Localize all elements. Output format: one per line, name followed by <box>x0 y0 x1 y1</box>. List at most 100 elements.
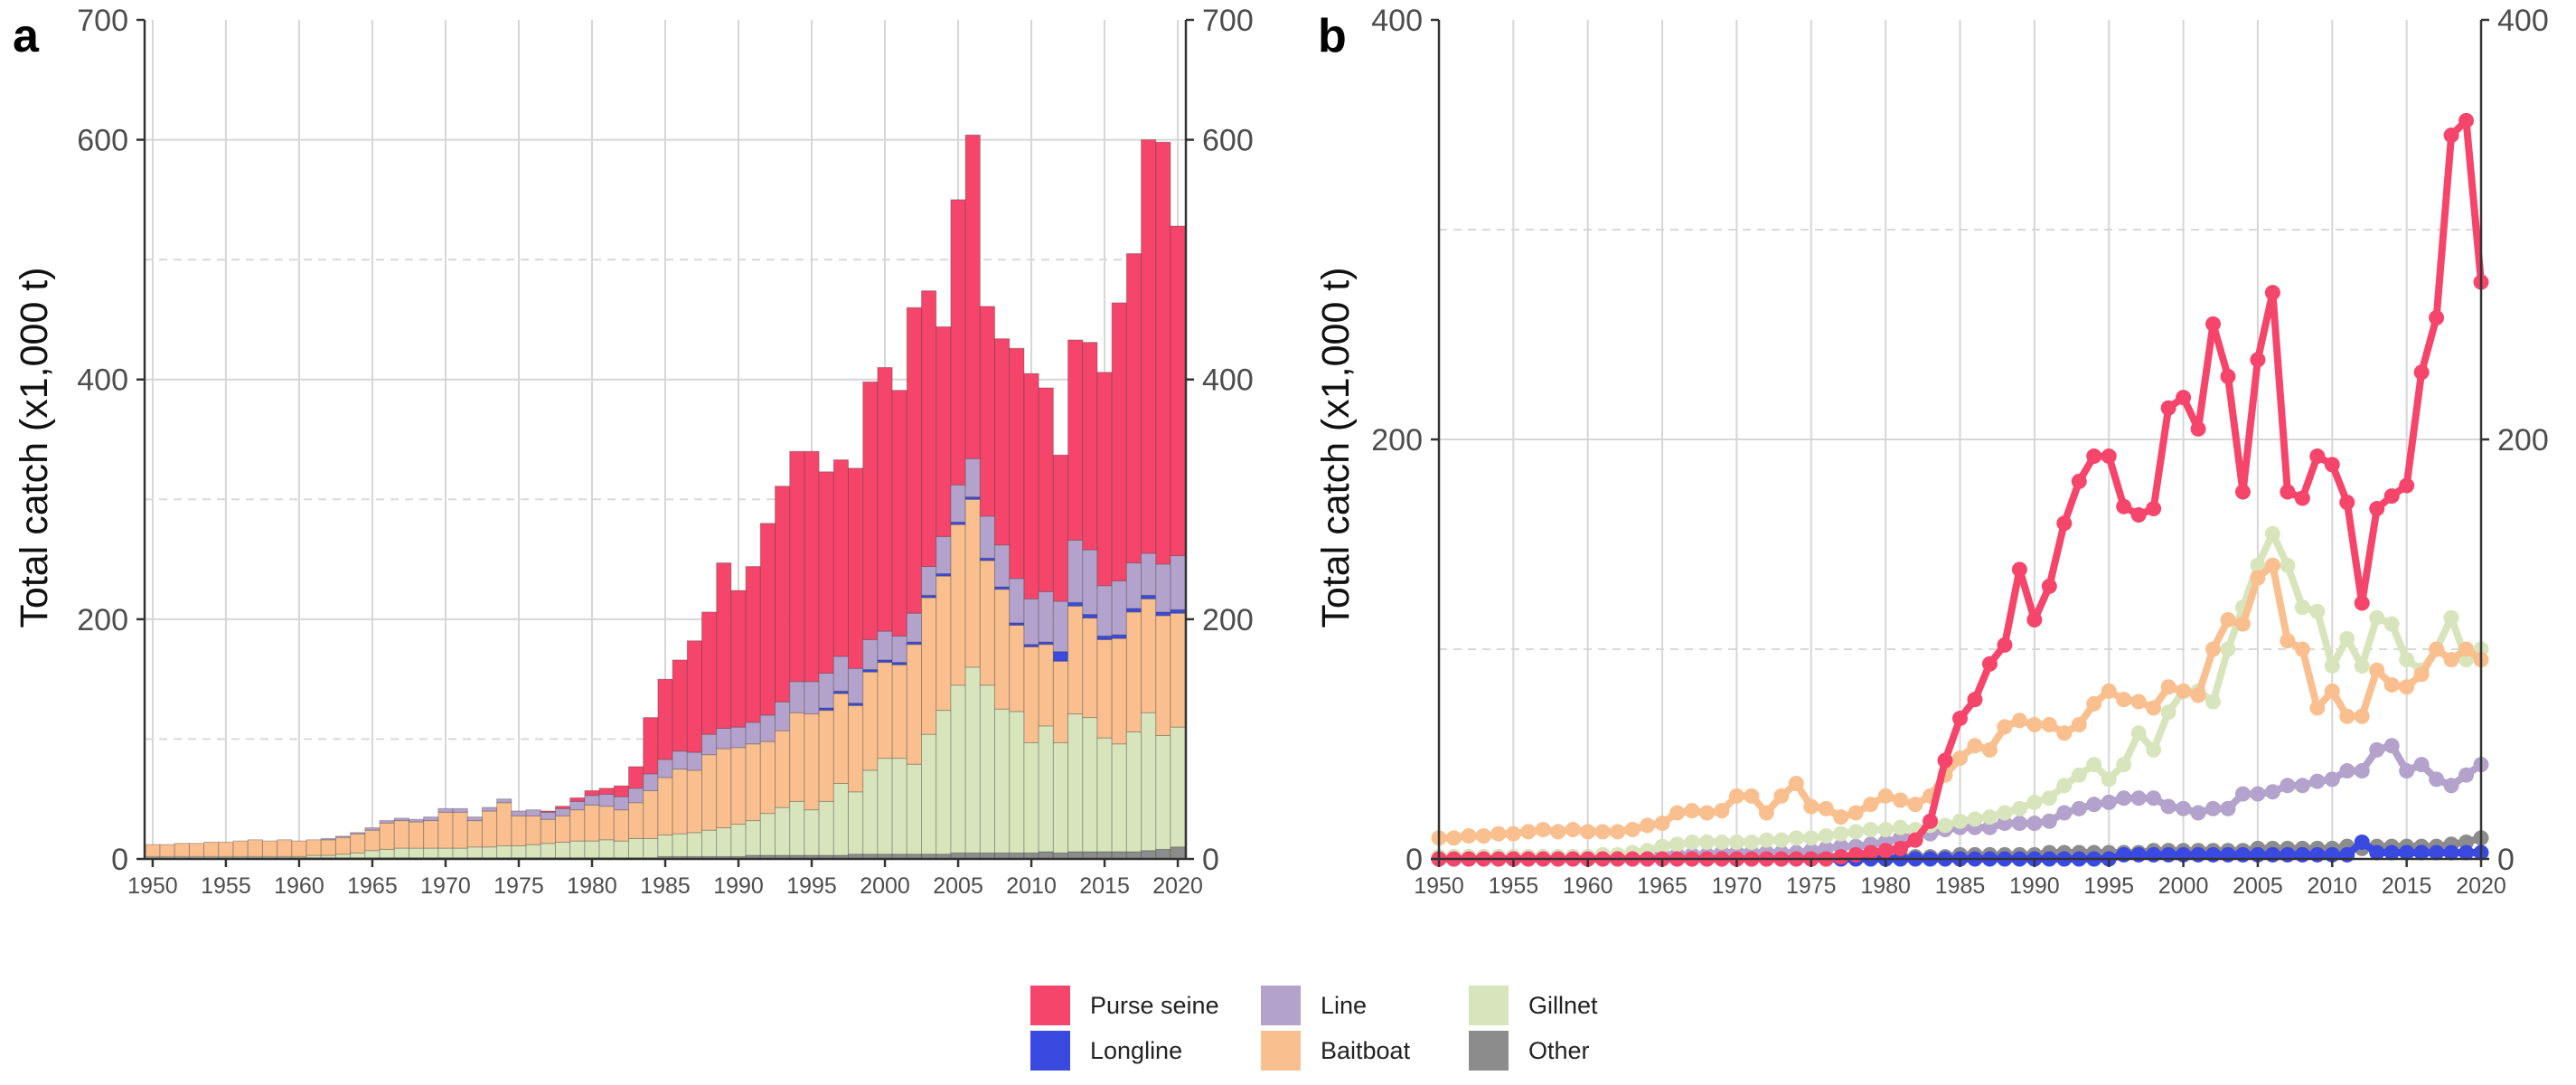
bar-line-1975 <box>511 810 527 816</box>
point-purse-seine-2014 <box>2383 488 2400 505</box>
point-line-2013 <box>2369 741 2385 758</box>
bar-line-1977 <box>540 811 556 820</box>
bar-gillnet-1991 <box>745 820 761 856</box>
bar-line-1989 <box>716 727 732 750</box>
bar-gillnet-1976 <box>525 844 541 859</box>
panel-b-y-tick-label-right: 400 <box>2497 4 2549 38</box>
point-baitboat-1978 <box>1847 805 1864 821</box>
bar-baitboat-1969 <box>423 820 439 849</box>
point-gillnet-1970 <box>1728 834 1744 850</box>
point-baitboat-1990 <box>2026 717 2043 733</box>
bar-gillnet-1992 <box>759 813 776 856</box>
point-longline-2006 <box>2264 846 2280 863</box>
point-gillnet-2003 <box>2220 641 2236 657</box>
point-purse-seine-1981 <box>1893 840 1909 856</box>
bar-line-2002 <box>906 612 923 643</box>
bar-baitboat-1961 <box>306 839 322 856</box>
bar-baitboat-2014 <box>1082 618 1098 719</box>
panel-b-line-chart: Total catch (x1,000 t) 0 0 200 200 400 400 195… <box>1314 4 2549 899</box>
bar-gillnet-2018 <box>1141 712 1157 852</box>
bar-gillnet-2007 <box>979 684 996 854</box>
bar-baitboat-2017 <box>1125 611 1142 732</box>
point-line-2005 <box>2250 786 2266 802</box>
bar-gillnet-2008 <box>994 708 1011 854</box>
panel-a-x-tick-label: 1970 <box>420 873 471 899</box>
bar-purse-seine-1979 <box>569 797 586 802</box>
point-purse-seine-1990 <box>2026 612 2043 628</box>
bar-gillnet-1975 <box>511 844 527 859</box>
bar-baitboat-1977 <box>540 818 556 844</box>
point-gillnet-1980 <box>1877 822 1894 838</box>
bar-purse-seine-2000 <box>877 366 893 632</box>
panel-a-x-tick-label: 1995 <box>786 873 837 899</box>
point-gillnet-1972 <box>1758 832 1774 848</box>
point-gillnet-1965 <box>1654 838 1670 854</box>
point-purse-seine-2001 <box>2190 420 2206 437</box>
panel-a-x-tick-label: 2010 <box>1006 873 1057 899</box>
legend-swatch-purse-seine <box>1030 986 1070 1025</box>
point-baitboat-1962 <box>1610 824 1626 840</box>
bar-baitboat-1999 <box>862 671 879 771</box>
bar-line-1968 <box>408 818 425 823</box>
point-baitboat-2014 <box>2383 676 2400 693</box>
point-purse-seine-2003 <box>2220 368 2236 384</box>
bar-gillnet-2010 <box>1023 741 1039 854</box>
point-purse-seine-1997 <box>2130 507 2147 524</box>
bar-purse-seine-1986 <box>672 659 688 752</box>
point-longline-2014 <box>2383 844 2400 861</box>
panel-a-x-tick-label: 1980 <box>567 873 617 899</box>
bar-longline-2018 <box>1141 594 1157 599</box>
point-purse-seine-1993 <box>2071 473 2087 489</box>
bar-baitboat-1990 <box>730 747 747 826</box>
bar-line-1969 <box>423 816 439 822</box>
panel-a-y-tick-label: 400 <box>77 363 128 398</box>
point-baitboat-2016 <box>2413 666 2430 683</box>
bar-purse-seine-2001 <box>891 390 907 637</box>
point-baitboat-1953 <box>1475 827 1491 844</box>
bar-line-1988 <box>701 733 718 756</box>
point-gillnet-1974 <box>1788 830 1804 846</box>
panel-b-letter: b <box>1318 10 1347 62</box>
bar-baitboat-2018 <box>1141 598 1157 713</box>
point-purse-seine-2011 <box>2339 495 2355 511</box>
point-purse-seine-1998 <box>2146 501 2162 517</box>
bar-baitboat-1954 <box>203 841 220 857</box>
bar-gillnet-1988 <box>701 829 718 857</box>
bar-purse-seine-2011 <box>1038 387 1054 592</box>
bar-baitboat-2010 <box>1023 646 1039 743</box>
point-purse-seine-1982 <box>1907 832 1923 848</box>
bar-line-1996 <box>818 673 834 709</box>
point-baitboat-2012 <box>2354 708 2370 724</box>
panel-a-y-axis-label: Total catch (x1,000 t) <box>13 267 56 627</box>
bar-baitboat-1952 <box>174 843 190 857</box>
bar-baitboat-2011 <box>1038 644 1054 727</box>
bar-purse-seine-2016 <box>1111 302 1127 581</box>
panel-a-x-tick-label: 1955 <box>201 873 251 899</box>
panel-a-y-tick-label-right: 600 <box>1202 124 1254 158</box>
bar-baitboat-2009 <box>1009 624 1025 712</box>
point-baitboat-2005 <box>2250 570 2266 586</box>
bar-line-1994 <box>789 681 805 713</box>
point-line-2003 <box>2220 800 2236 816</box>
bar-baitboat-2002 <box>906 644 923 765</box>
point-gillnet-1990 <box>2026 794 2043 810</box>
bar-gillnet-1990 <box>730 824 747 857</box>
legend-item-baitboat: Baitboat <box>1261 1031 1410 1071</box>
bar-line-2020 <box>1170 555 1186 610</box>
bar-baitboat-2007 <box>979 560 996 686</box>
point-baitboat-1991 <box>2041 717 2057 733</box>
bar-gillnet-1996 <box>818 800 834 856</box>
legend-label-baitboat: Baitboat <box>1321 1036 1411 1064</box>
legend-swatch-gillnet <box>1469 986 1509 1025</box>
point-gillnet-1999 <box>2160 704 2176 721</box>
bar-line-1983 <box>627 788 644 804</box>
bar-purse-seine-2009 <box>1009 347 1025 580</box>
bar-line-2010 <box>1023 598 1039 646</box>
bar-line-2017 <box>1125 562 1142 609</box>
point-baitboat-1955 <box>1505 826 1521 842</box>
point-line-1991 <box>2041 813 2057 829</box>
panel-b-y-tick-label-right: 200 <box>2497 423 2549 458</box>
point-gillnet-1984 <box>1937 817 1953 834</box>
bar-gillnet-2019 <box>1155 734 1171 850</box>
legend-label-gillnet: Gillnet <box>1528 991 1598 1019</box>
